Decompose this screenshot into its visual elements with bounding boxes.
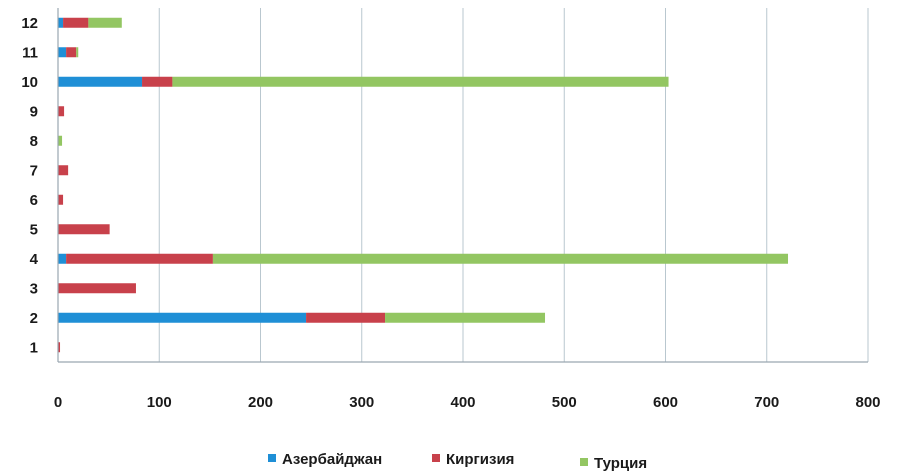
bars [58,17,789,353]
bar-1-series-2 [58,342,61,353]
x-tick-labels: 0 100 200 300 400 500 600 700 800 [54,394,881,411]
legend-label-2: Киргизия [446,451,514,468]
x-tick-label-700: 700 [754,394,779,411]
legend-swatch-3 [580,458,588,466]
y-tick-label-12: 12 [21,15,38,32]
y-tick-label-6: 6 [30,192,38,209]
y-tick-label-5: 5 [30,221,38,238]
legend-swatch-2 [432,454,440,462]
y-tick-label-11: 11 [22,44,38,61]
bar-2-series-2 [306,312,386,323]
bar-10-series-2 [142,76,173,87]
x-tick-label-300: 300 [349,394,374,411]
bar-11-series-2 [66,47,77,58]
y-tick-label-7: 7 [30,162,38,179]
y-tick-label-1: 1 [30,339,38,356]
bar-4-series-1 [58,253,67,264]
bar-11-series-1 [58,47,67,58]
bar-2-series-3 [385,312,546,323]
legend: Азербайджан Киргизия Турция [268,451,647,472]
bar-6-series-2 [58,194,64,205]
legend-swatch-1 [268,454,276,462]
bar-7-series-2 [58,165,69,176]
bar-2-series-1 [58,312,307,323]
bar-12-series-3 [88,17,122,28]
y-tick-label-3: 3 [30,280,38,297]
bar-8-series-3 [58,135,63,146]
bar-12-series-1 [58,17,64,28]
x-tick-label-400: 400 [450,394,475,411]
legend-label-1: Азербайджан [282,451,382,468]
x-tick-label-0: 0 [54,394,62,411]
legend-label-3: Турция [594,455,647,472]
grid-lines [57,8,869,362]
x-tick-label-200: 200 [248,394,273,411]
bar-9-series-2 [58,106,65,117]
bar-3-series-2 [58,283,136,294]
y-tick-label-9: 9 [30,103,38,120]
bar-12-series-2 [63,17,89,28]
bar-10-series-1 [58,76,143,87]
bar-10-series-3 [172,76,669,87]
x-tick-label-800: 800 [855,394,880,411]
y-tick-label-8: 8 [30,133,38,150]
y-tick-label-4: 4 [30,251,39,268]
y-tick-label-2: 2 [30,310,38,327]
y-tick-label-10: 10 [21,74,38,91]
bar-5-series-2 [58,224,110,235]
x-tick-label-600: 600 [653,394,678,411]
x-tick-label-100: 100 [147,394,172,411]
bar-4-series-2 [66,253,213,264]
x-tick-label-500: 500 [552,394,577,411]
bar-4-series-3 [212,253,789,264]
bar-11-series-3 [76,47,79,58]
